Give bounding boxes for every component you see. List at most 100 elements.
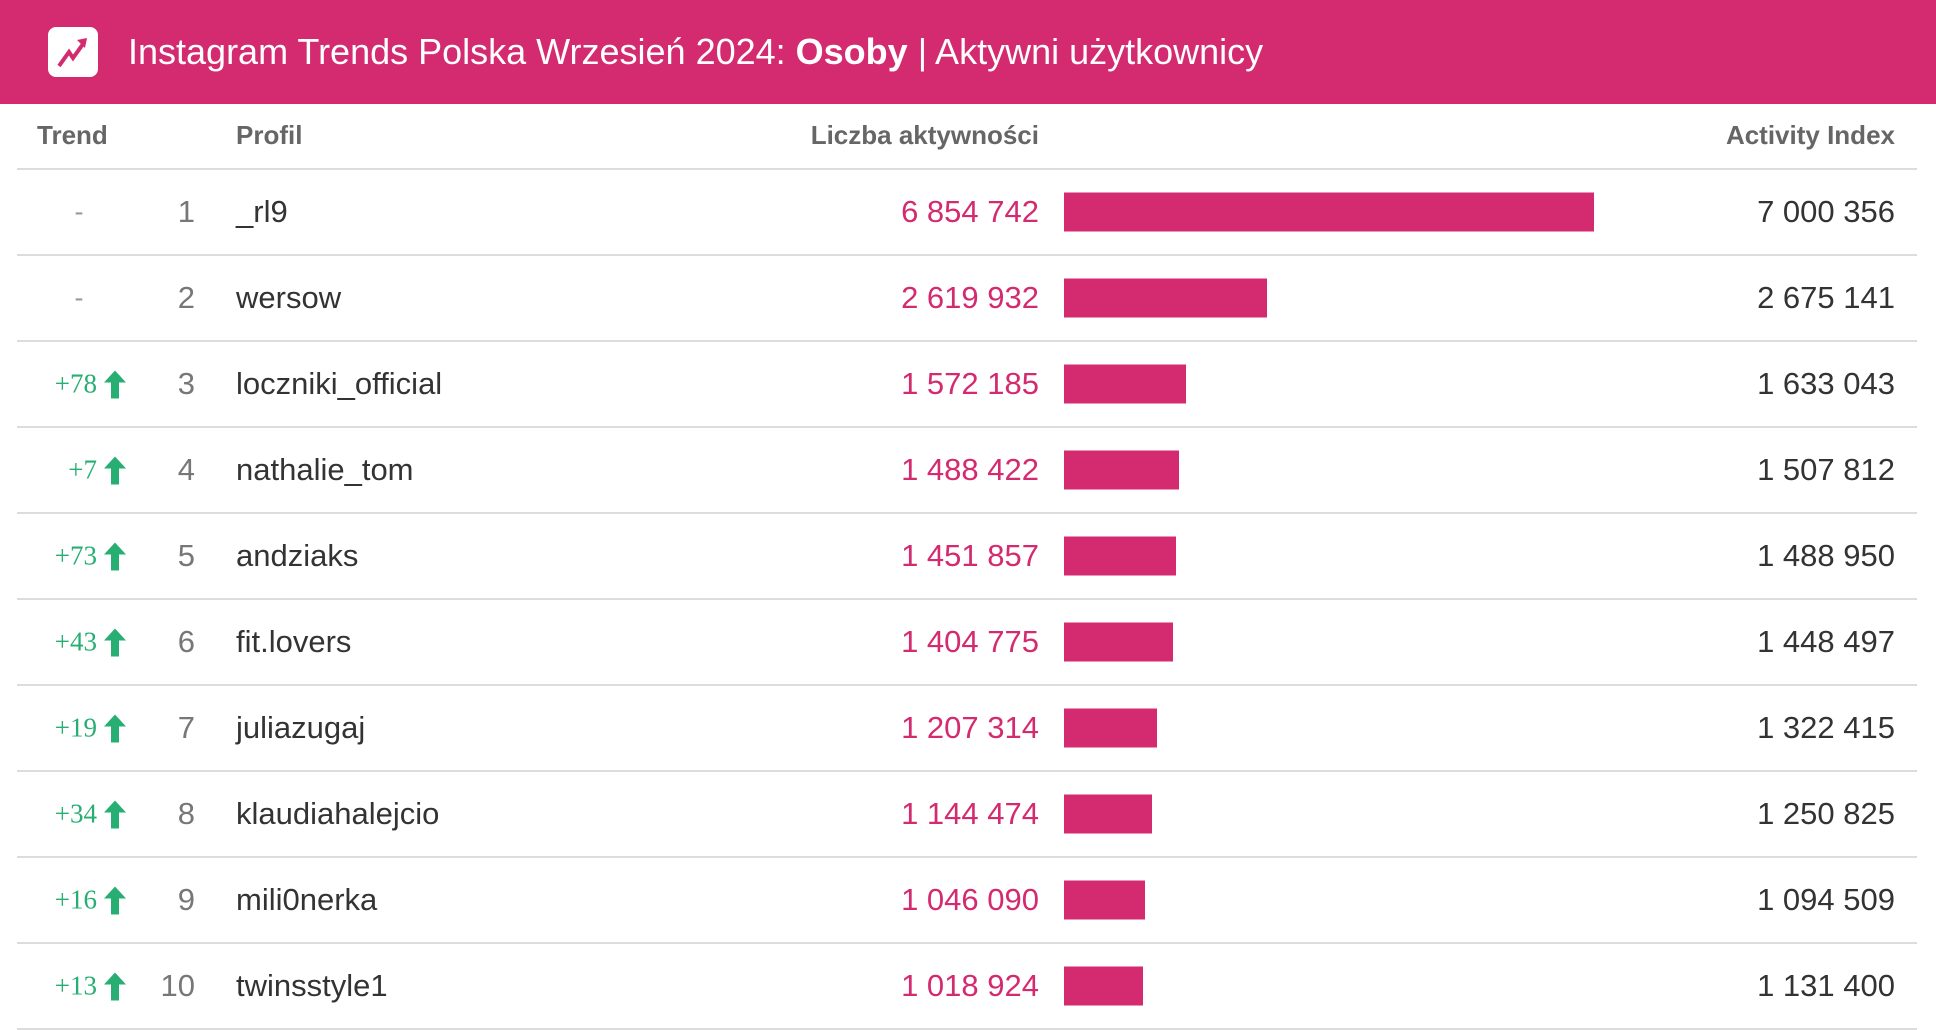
activity-bar [1064, 192, 1594, 232]
activity-bar [1064, 708, 1158, 748]
profile-name[interactable]: andziaks [236, 538, 359, 573]
trend-change: +73 [54, 540, 97, 571]
activity-index: 1 131 400 [1757, 968, 1895, 1003]
arrow-up-icon [104, 886, 126, 914]
bar-track [1064, 364, 1594, 404]
table-row: +34 8 klaudiahalejcio 1 144 474 1 250 82… [17, 772, 1917, 858]
table-header: Trend Profil Liczba aktywności Activity … [17, 104, 1917, 170]
trend-change: +78 [54, 368, 97, 399]
title-suffix: | Aktywni użytkownicy [907, 31, 1264, 72]
arrow-up-icon [104, 370, 126, 398]
trend-change: +43 [54, 626, 97, 657]
bar-track [1064, 622, 1594, 662]
trend-cell: +19 [37, 713, 127, 744]
trending-up-icon [48, 27, 98, 77]
table-row: - 1 _rl9 6 854 742 7 000 356 [17, 170, 1917, 256]
trend-cell: +78 [37, 369, 127, 400]
table-row: +78 3 loczniki_official 1 572 185 1 633 … [17, 342, 1917, 428]
arrow-up-icon [104, 714, 126, 742]
bar-track [1064, 450, 1594, 490]
activity-bar [1064, 278, 1267, 318]
activity-bar [1064, 364, 1186, 404]
rank: 4 [177, 452, 195, 487]
rank: 8 [177, 796, 195, 831]
profile-name[interactable]: fit.lovers [236, 624, 352, 659]
column-profile: Profil [236, 120, 303, 150]
trend-change: +13 [54, 970, 97, 1001]
profile-name[interactable]: twinsstyle1 [236, 968, 388, 1003]
title-prefix: Instagram Trends Polska Wrzesień 2024: [128, 31, 796, 72]
activity-bar [1064, 450, 1180, 490]
activity-bar [1064, 622, 1173, 662]
activity-index: 1 322 415 [1757, 710, 1895, 745]
activity-index: 1 250 825 [1757, 796, 1895, 831]
trend-cell: +34 [37, 799, 127, 830]
rank: 1 [177, 194, 195, 229]
rank: 9 [177, 882, 195, 917]
activity-bar [1064, 966, 1143, 1006]
bar-track [1064, 536, 1594, 576]
arrow-up-icon [104, 456, 126, 484]
trend-cell: +73 [37, 541, 127, 572]
ranking-table: Trend Profil Liczba aktywności Activity … [17, 104, 1917, 1030]
trend-cell: +7 [37, 455, 127, 486]
trend-change: +7 [68, 454, 97, 485]
activity-index: 1 507 812 [1757, 452, 1895, 487]
bar-track [1064, 966, 1594, 1006]
profile-name[interactable]: loczniki_official [236, 366, 443, 401]
trend-cell: +16 [37, 885, 127, 916]
profile-name[interactable]: nathalie_tom [236, 452, 414, 487]
bar-track [1064, 708, 1594, 748]
activity-index: 1 094 509 [1757, 882, 1895, 917]
activity-count: 1 451 857 [901, 538, 1039, 573]
activity-index: 1 488 950 [1757, 538, 1895, 573]
arrow-up-icon [104, 628, 126, 656]
bar-track [1064, 794, 1594, 834]
trend-cell: - [37, 197, 127, 228]
page-title: Instagram Trends Polska Wrzesień 2024: O… [128, 31, 1263, 73]
activity-index: 1 633 043 [1757, 366, 1895, 401]
page-header: Instagram Trends Polska Wrzesień 2024: O… [0, 0, 1936, 104]
activity-count: 1 404 775 [901, 624, 1039, 659]
column-trend: Trend [37, 120, 108, 150]
activity-count: 6 854 742 [901, 194, 1039, 229]
trend-change: +19 [54, 712, 97, 743]
activity-count: 2 619 932 [901, 280, 1039, 315]
table-row: +19 7 juliazugaj 1 207 314 1 322 415 [17, 686, 1917, 772]
rank: 2 [177, 280, 195, 315]
table-row: +16 9 mili0nerka 1 046 090 1 094 509 [17, 858, 1917, 944]
activity-index: 1 448 497 [1757, 624, 1895, 659]
trend-change: +34 [54, 798, 97, 829]
activity-count: 1 046 090 [901, 882, 1039, 917]
activity-index: 7 000 356 [1757, 194, 1895, 229]
trend-change: - [74, 282, 84, 313]
table-row: +43 6 fit.lovers 1 404 775 1 448 497 [17, 600, 1917, 686]
profile-name[interactable]: wersow [236, 280, 342, 315]
profile-name[interactable]: mili0nerka [236, 882, 378, 917]
activity-index: 2 675 141 [1757, 280, 1895, 315]
activity-count: 1 207 314 [901, 710, 1039, 745]
activity-count: 1 488 422 [901, 452, 1039, 487]
arrow-up-icon [104, 542, 126, 570]
trend-cell: +13 [37, 971, 127, 1002]
profile-name[interactable]: _rl9 [236, 194, 288, 229]
profile-name[interactable]: juliazugaj [236, 710, 366, 745]
rank: 6 [177, 624, 195, 659]
table-row: +73 5 andziaks 1 451 857 1 488 950 [17, 514, 1917, 600]
trend-cell: - [37, 283, 127, 314]
arrow-up-icon [104, 972, 126, 1000]
rank: 3 [177, 366, 195, 401]
activity-count: 1 144 474 [901, 796, 1039, 831]
bar-track [1064, 192, 1594, 232]
activity-count: 1 018 924 [901, 968, 1039, 1003]
activity-bar [1064, 794, 1153, 834]
column-count: Liczba aktywności [810, 120, 1039, 150]
activity-count: 1 572 185 [901, 366, 1039, 401]
table-row: - 2 wersow 2 619 932 2 675 141 [17, 256, 1917, 342]
trend-change: - [74, 196, 84, 227]
bar-track [1064, 278, 1594, 318]
bar-track [1064, 880, 1594, 920]
title-category: Osoby [795, 31, 908, 72]
profile-name[interactable]: klaudiahalejcio [236, 796, 440, 831]
trend-cell: +43 [37, 627, 127, 658]
